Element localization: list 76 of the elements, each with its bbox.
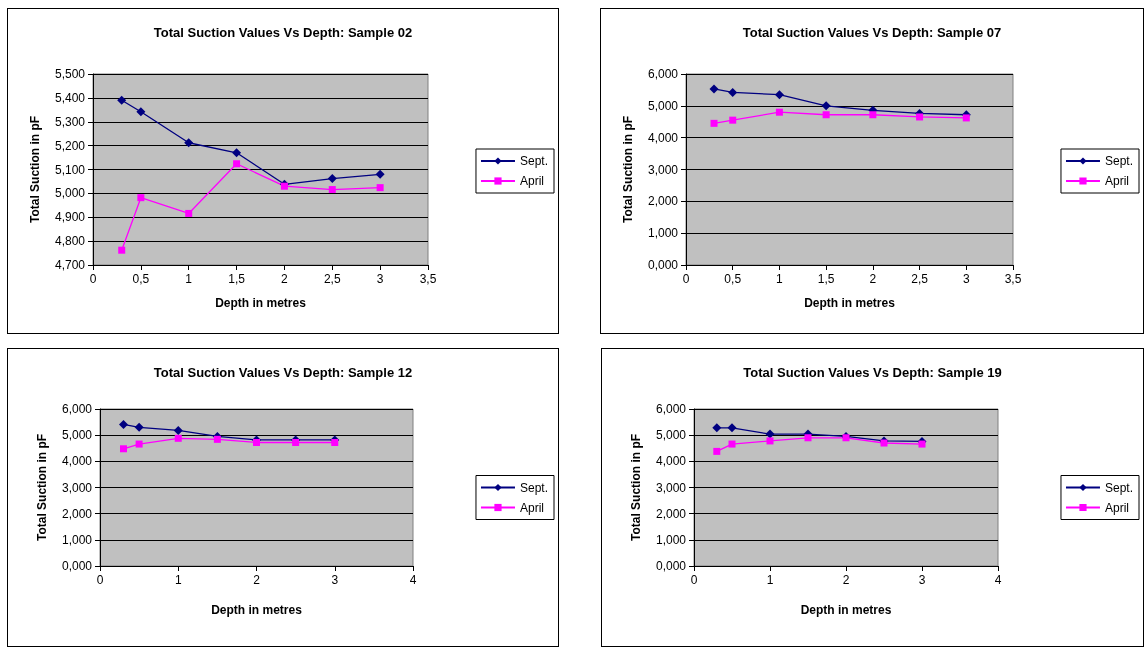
x-tick-label: 0 <box>96 573 104 587</box>
x-tick-label: 0 <box>89 272 97 286</box>
y-tick-label: 0,000 <box>61 559 93 573</box>
x-tick-label: 1,5 <box>228 272 246 286</box>
y-tick-label: 4,000 <box>647 130 679 145</box>
y-tick-label: 3,000 <box>647 162 679 177</box>
chart-title: Total Suction Values Vs Depth: Sample 12 <box>153 365 413 380</box>
x-tick-label: 3 <box>376 272 384 286</box>
y-tick-label: 4,000 <box>655 454 687 469</box>
legend-label: Sept. <box>1104 154 1134 168</box>
legend-label: April <box>1104 174 1129 188</box>
y-tick-label: 5,300 <box>54 114 86 129</box>
y-axis-title: Total Suction in pF <box>621 115 635 224</box>
x-tick-label: 4 <box>994 573 1002 587</box>
y-tick-label: 3,000 <box>655 480 687 495</box>
x-tick-label: 1 <box>766 573 774 587</box>
x-axis-title: Depth in metres <box>804 296 896 310</box>
x-tick-label: 1 <box>776 272 784 286</box>
y-tick-label: 5,400 <box>54 90 86 105</box>
legend-label: Sept. <box>1104 480 1134 495</box>
y-axis-title: Total Suction in pF <box>35 433 49 542</box>
y-tick-label: 1,000 <box>647 226 679 241</box>
legend-label: Sept. <box>519 154 549 168</box>
x-tick-label: 1 <box>174 573 182 587</box>
y-tick-label: 4,900 <box>54 210 86 225</box>
y-tick-label: 2,000 <box>61 506 93 521</box>
x-tick-label: 2,5 <box>911 272 929 286</box>
x-axis-title: Depth in metres <box>211 603 303 617</box>
y-tick-label: 4,800 <box>54 234 86 249</box>
y-tick-label: 4,000 <box>61 454 93 469</box>
y-tick-label: 5,000 <box>647 98 679 113</box>
chart-title: Total Suction Values Vs Depth: Sample 07 <box>742 25 1002 40</box>
x-tick-label: 3 <box>331 573 339 587</box>
x-tick-label: 3,5 <box>1004 272 1022 286</box>
x-tick-label: 2 <box>253 573 261 587</box>
legend-label: April <box>519 500 544 515</box>
y-tick-label: 6,000 <box>655 402 687 416</box>
y-tick-label: 0,000 <box>655 559 687 573</box>
x-axis-title: Depth in metres <box>800 603 892 617</box>
x-tick-label: 1,5 <box>817 272 835 286</box>
y-tick-label: 5,500 <box>54 67 86 81</box>
y-tick-label: 5,000 <box>61 428 93 443</box>
y-tick-label: 0,000 <box>647 258 679 272</box>
x-tick-label: 4 <box>409 573 417 587</box>
y-tick-label: 2,000 <box>655 506 687 521</box>
y-tick-label: 5,000 <box>54 186 86 201</box>
y-tick-label: 1,000 <box>61 532 93 547</box>
x-tick-label: 2 <box>869 272 877 286</box>
x-tick-label: 2 <box>281 272 289 286</box>
legend-label: April <box>1104 500 1129 515</box>
x-tick-label: 0,5 <box>724 272 742 286</box>
y-tick-label: 4,700 <box>54 258 86 272</box>
x-tick-label: 3 <box>918 573 926 587</box>
legend-label: Sept. <box>519 480 549 495</box>
x-axis-title: Depth in metres <box>215 296 307 310</box>
y-tick-label: 5,100 <box>54 162 86 177</box>
x-tick-label: 2 <box>842 573 850 587</box>
y-tick-label: 6,000 <box>647 67 679 81</box>
x-tick-label: 3 <box>962 272 970 286</box>
y-tick-label: 1,000 <box>655 532 687 547</box>
y-axis-title: Total Suction in pF <box>28 115 42 224</box>
x-tick-label: 0 <box>690 573 698 587</box>
y-tick-label: 2,000 <box>647 194 679 209</box>
x-tick-label: 0,5 <box>132 272 150 286</box>
chart-title: Total Suction Values Vs Depth: Sample 02 <box>153 25 413 40</box>
y-axis-title: Total Suction in pF <box>629 433 643 542</box>
y-tick-label: 5,000 <box>655 428 687 443</box>
x-tick-label: 0 <box>682 272 690 286</box>
x-tick-label: 3,5 <box>419 272 437 286</box>
x-tick-label: 2,5 <box>323 272 341 286</box>
y-tick-label: 3,000 <box>61 480 93 495</box>
y-tick-label: 6,000 <box>61 402 93 416</box>
chart-title: Total Suction Values Vs Depth: Sample 19 <box>743 365 1002 380</box>
legend-label: April <box>519 174 544 188</box>
x-tick-label: 1 <box>185 272 193 286</box>
y-tick-label: 5,200 <box>54 138 86 153</box>
